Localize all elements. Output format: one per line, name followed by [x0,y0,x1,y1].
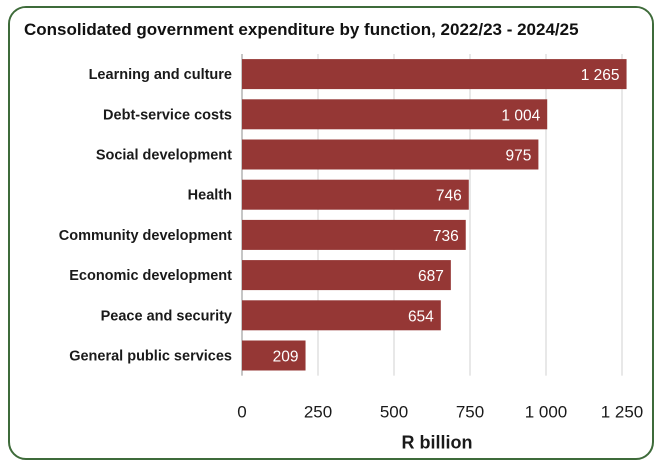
bar [242,260,451,291]
category-label: Social development [96,148,232,164]
value-label: 687 [418,268,444,285]
x-axis-title: R billion [402,433,473,453]
bar [242,99,548,130]
value-label: 654 [408,308,434,325]
category-label: Community development [59,228,232,244]
value-label: 746 [436,188,462,205]
value-label: 1 265 [581,67,620,84]
bar [242,219,466,250]
bar-chart: Learning and culture 1 265 Debt-service co… [59,54,644,453]
x-tick-label: 1 250 [601,403,644,422]
category-label: Debt-service costs [103,107,232,123]
category-label: Economic development [69,268,232,284]
bar [242,300,441,331]
category-label: Learning and culture [89,67,232,83]
value-label: 975 [506,148,532,165]
bar [242,139,539,170]
chart-title-bar: Consolidated government expenditure by f… [10,8,652,54]
value-label: 1 004 [501,107,540,124]
category-label: Peace and security [101,308,232,324]
x-tick-label: 500 [380,403,408,422]
bar [242,59,627,90]
x-tick-label: 1 000 [525,403,568,422]
x-tick-label: 750 [456,403,484,422]
bar [242,340,306,371]
bar [242,179,469,210]
chart-title: Consolidated government expenditure by f… [24,20,579,39]
x-tick-label: 0 [237,403,246,422]
value-label: 209 [273,349,299,366]
category-label: Health [188,188,232,204]
value-label: 736 [433,228,459,245]
category-label: General public services [69,349,232,365]
chart-panel: Consolidated government expenditure by f… [8,6,654,460]
x-tick-label: 250 [304,403,332,422]
